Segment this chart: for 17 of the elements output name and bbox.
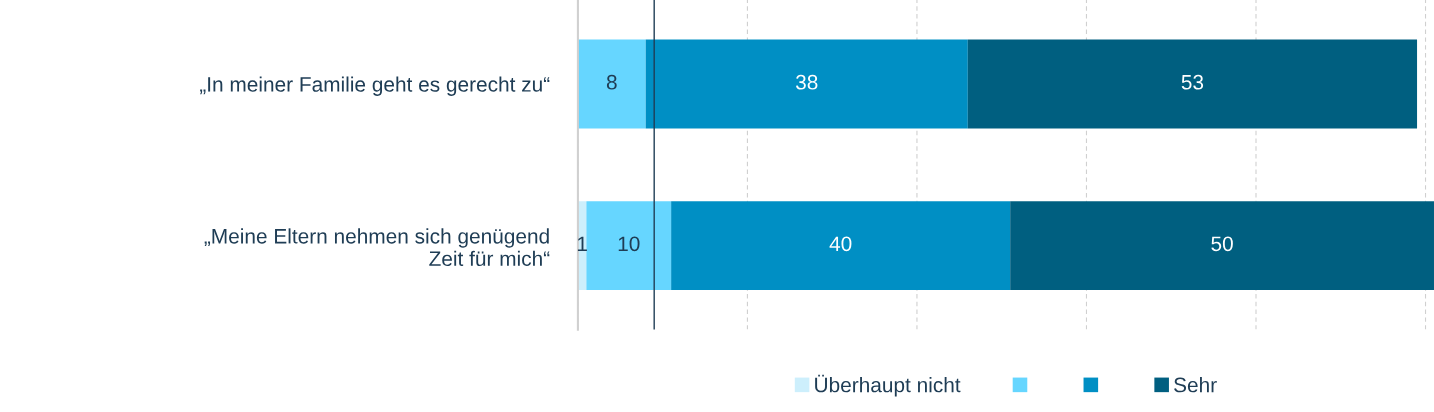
legend-label: Überhaupt nicht [815, 374, 961, 397]
data-label: 1 [577, 236, 587, 251]
y-tick-label: „Meine Eltern nehmen sich genügend Zeit für mich“ [204, 228, 550, 267]
bar [577, 39, 646, 129]
bar [671, 201, 1011, 291]
data-label: 8 [606, 74, 617, 90]
bar [967, 39, 1418, 129]
bar [645, 39, 968, 129]
data-label: 10 [618, 236, 640, 252]
data-label: 38 [795, 74, 818, 90]
y-tick-label: „In meiner Familie geht es gerecht zu“ [200, 76, 550, 96]
bar [586, 201, 672, 291]
legend-label: Sehr [1174, 377, 1217, 393]
data-label: 53 [1181, 74, 1204, 90]
data-label: 50 [1211, 236, 1233, 252]
bar [1010, 201, 1434, 291]
data-label: 40 [829, 236, 852, 252]
